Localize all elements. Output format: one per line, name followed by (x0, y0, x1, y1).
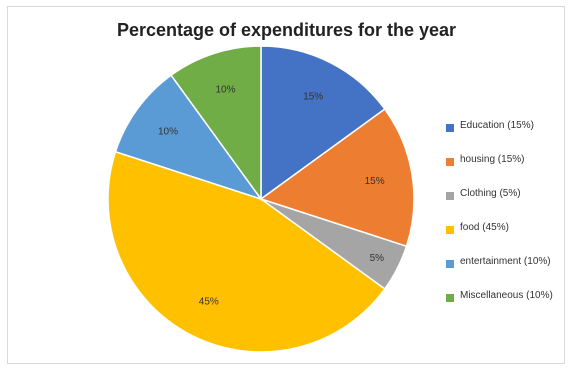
legend-label: housing (15%) (460, 154, 525, 165)
legend-swatch (446, 158, 454, 166)
data-label-entertainment: 10% (158, 126, 178, 137)
pie-slice-education (260, 45, 386, 201)
legend-swatch (446, 124, 454, 132)
legend: Education (15%) housing (15%) Clothing (5%… (446, 120, 571, 324)
legend-item-clothing: Clothing (5%) (446, 188, 571, 222)
legend-item-entertainment: entertainment (10%) (446, 256, 571, 290)
pie-slice-miscellaneous (170, 45, 262, 202)
data-label-education: 15% (303, 92, 323, 103)
pie-slice-entertainment (114, 74, 263, 201)
legend-swatch (446, 260, 454, 268)
chart-title: Percentage of expenditures for the year (116, 20, 457, 40)
legend-item-housing: housing (15%) (446, 154, 571, 188)
data-label-clothing: 5% (370, 253, 385, 264)
pie-slice-housing (259, 108, 415, 248)
legend-item-education: Education (15%) (446, 120, 571, 154)
legend-label: Clothing (5%) (460, 188, 521, 199)
legend-label: Miscellaneous (10%) (460, 290, 553, 301)
legend-swatch (446, 226, 454, 234)
legend-item-food: food (45%) (446, 222, 571, 256)
data-label-housing: 15% (365, 176, 385, 187)
pie-slice-food (107, 150, 386, 353)
data-label-food: 45% (199, 297, 219, 308)
legend-swatch (446, 294, 454, 302)
legend-swatch (446, 192, 454, 200)
data-label-miscellaneous: 10% (215, 85, 235, 96)
legend-label: Education (15%) (460, 120, 534, 131)
legend-label: entertainment (10%) (460, 256, 551, 267)
legend-label: food (45%) (460, 222, 509, 233)
legend-item-miscellaneous: Miscellaneous (10%) (446, 290, 571, 324)
